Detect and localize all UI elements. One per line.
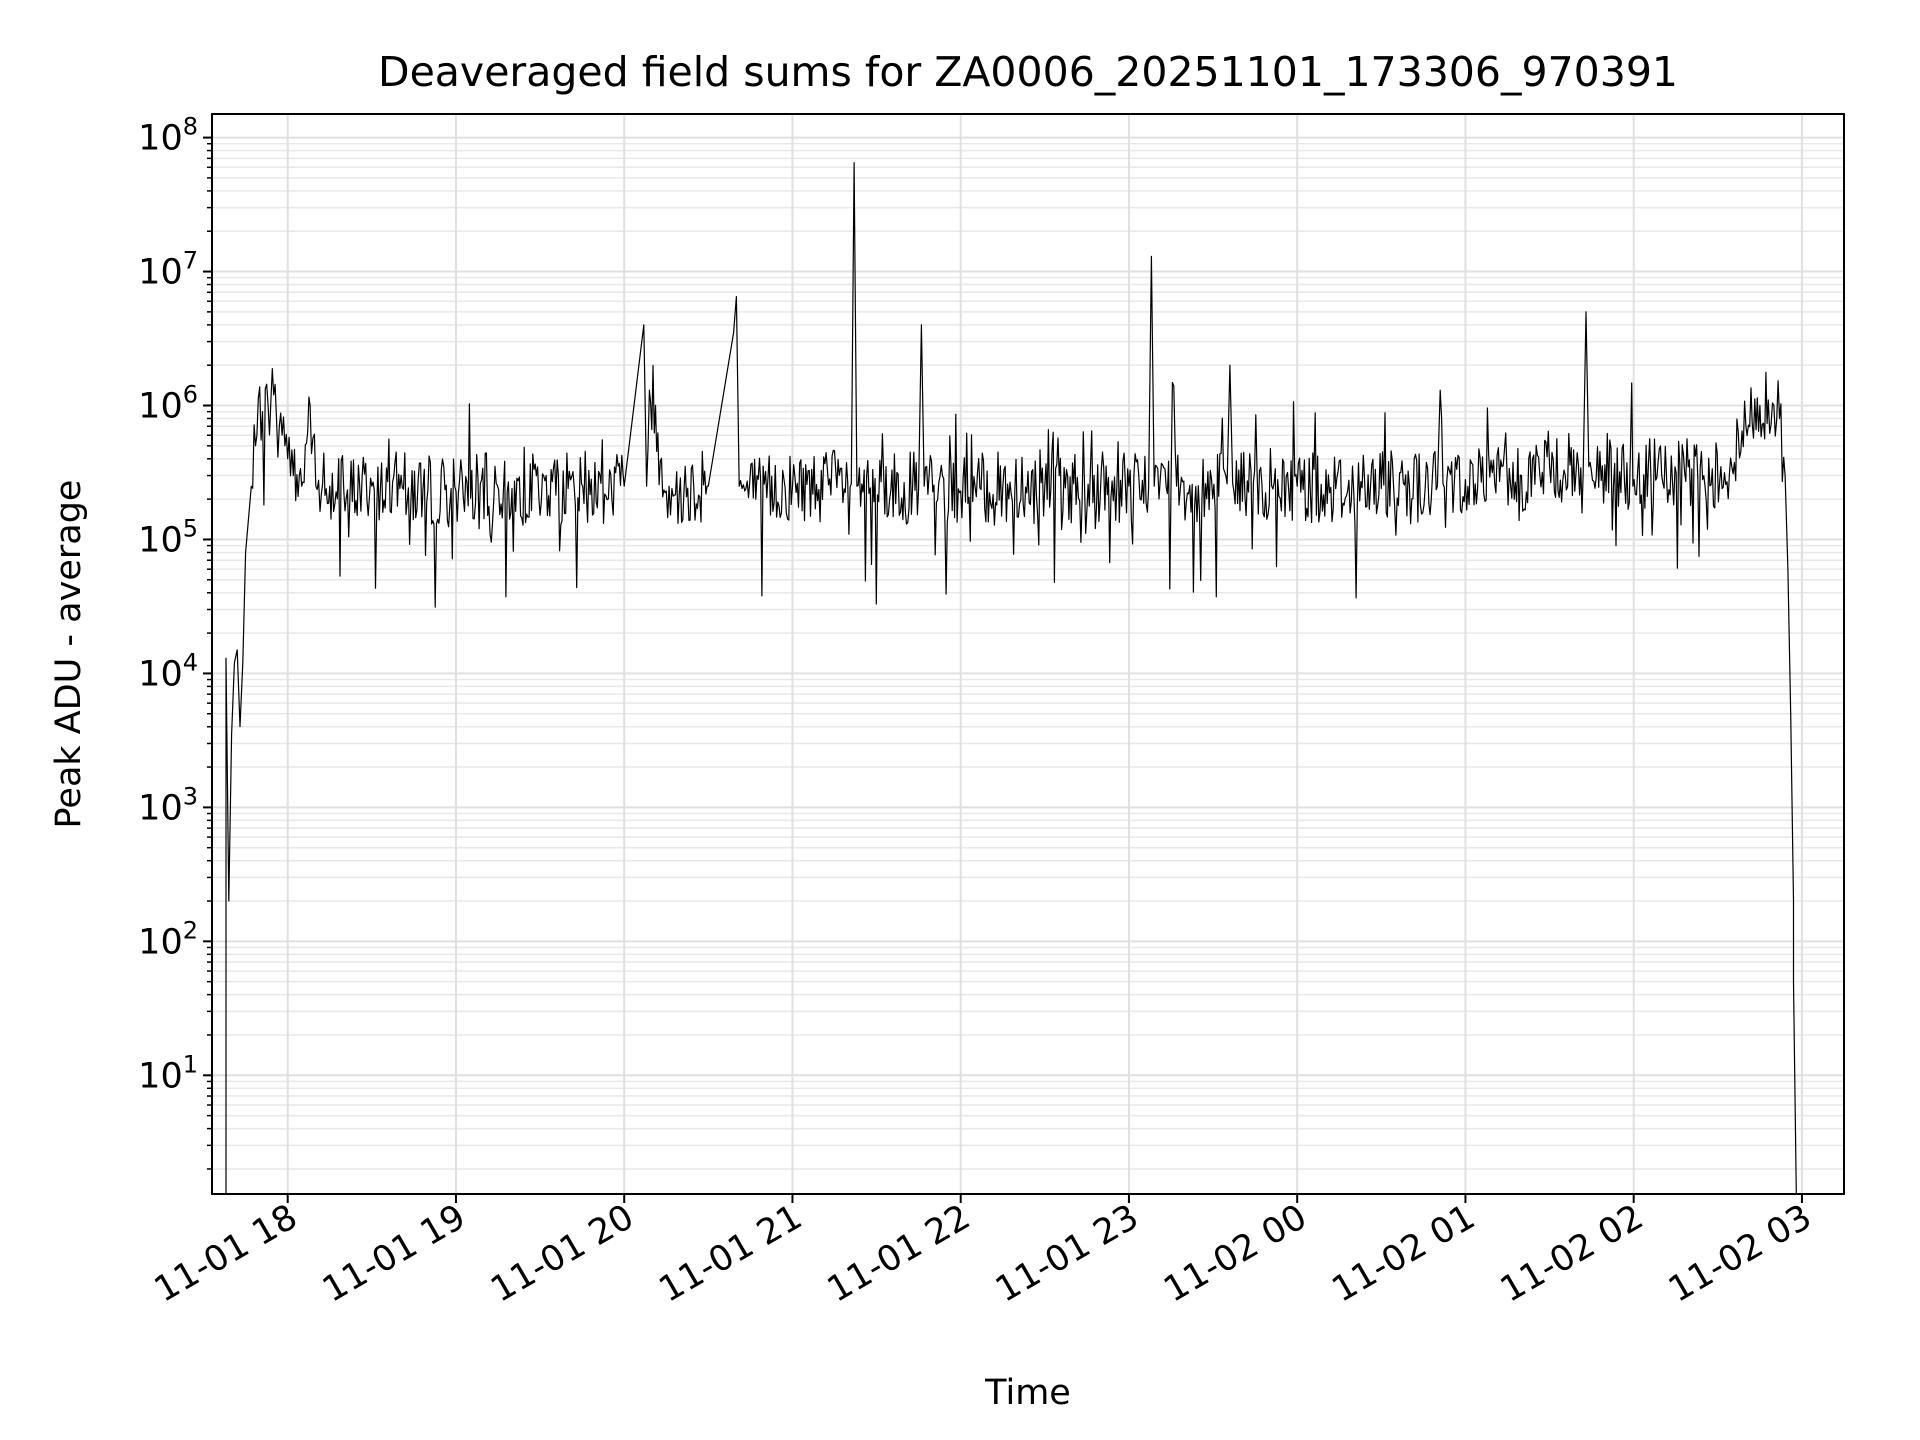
y-axis-label: Peak ADU - average xyxy=(49,480,89,829)
plot-area xyxy=(225,162,1797,1195)
y-tick-label: 101 xyxy=(138,1050,198,1096)
minor-gridlines xyxy=(212,142,1844,1170)
y-axis-ticks: 101 102 103 104 105 106 107 108 xyxy=(138,113,212,1170)
y-tick-label: 108 xyxy=(138,113,198,159)
y-tick-label: 103 xyxy=(138,782,198,828)
y-tick-label: 105 xyxy=(138,514,198,560)
y-tick-label: 102 xyxy=(138,916,198,962)
y-tick-label: 106 xyxy=(138,381,198,427)
chart-title: Deaveraged field sums for ZA0006_2025110… xyxy=(378,48,1678,96)
y-tick-label: 107 xyxy=(138,247,198,293)
plot-frame xyxy=(211,113,1845,1195)
y-tick-label: 104 xyxy=(138,648,198,694)
major-gridlines xyxy=(212,114,1844,1194)
x-axis-label: Time xyxy=(984,1373,1071,1413)
series-line xyxy=(225,162,1797,1195)
